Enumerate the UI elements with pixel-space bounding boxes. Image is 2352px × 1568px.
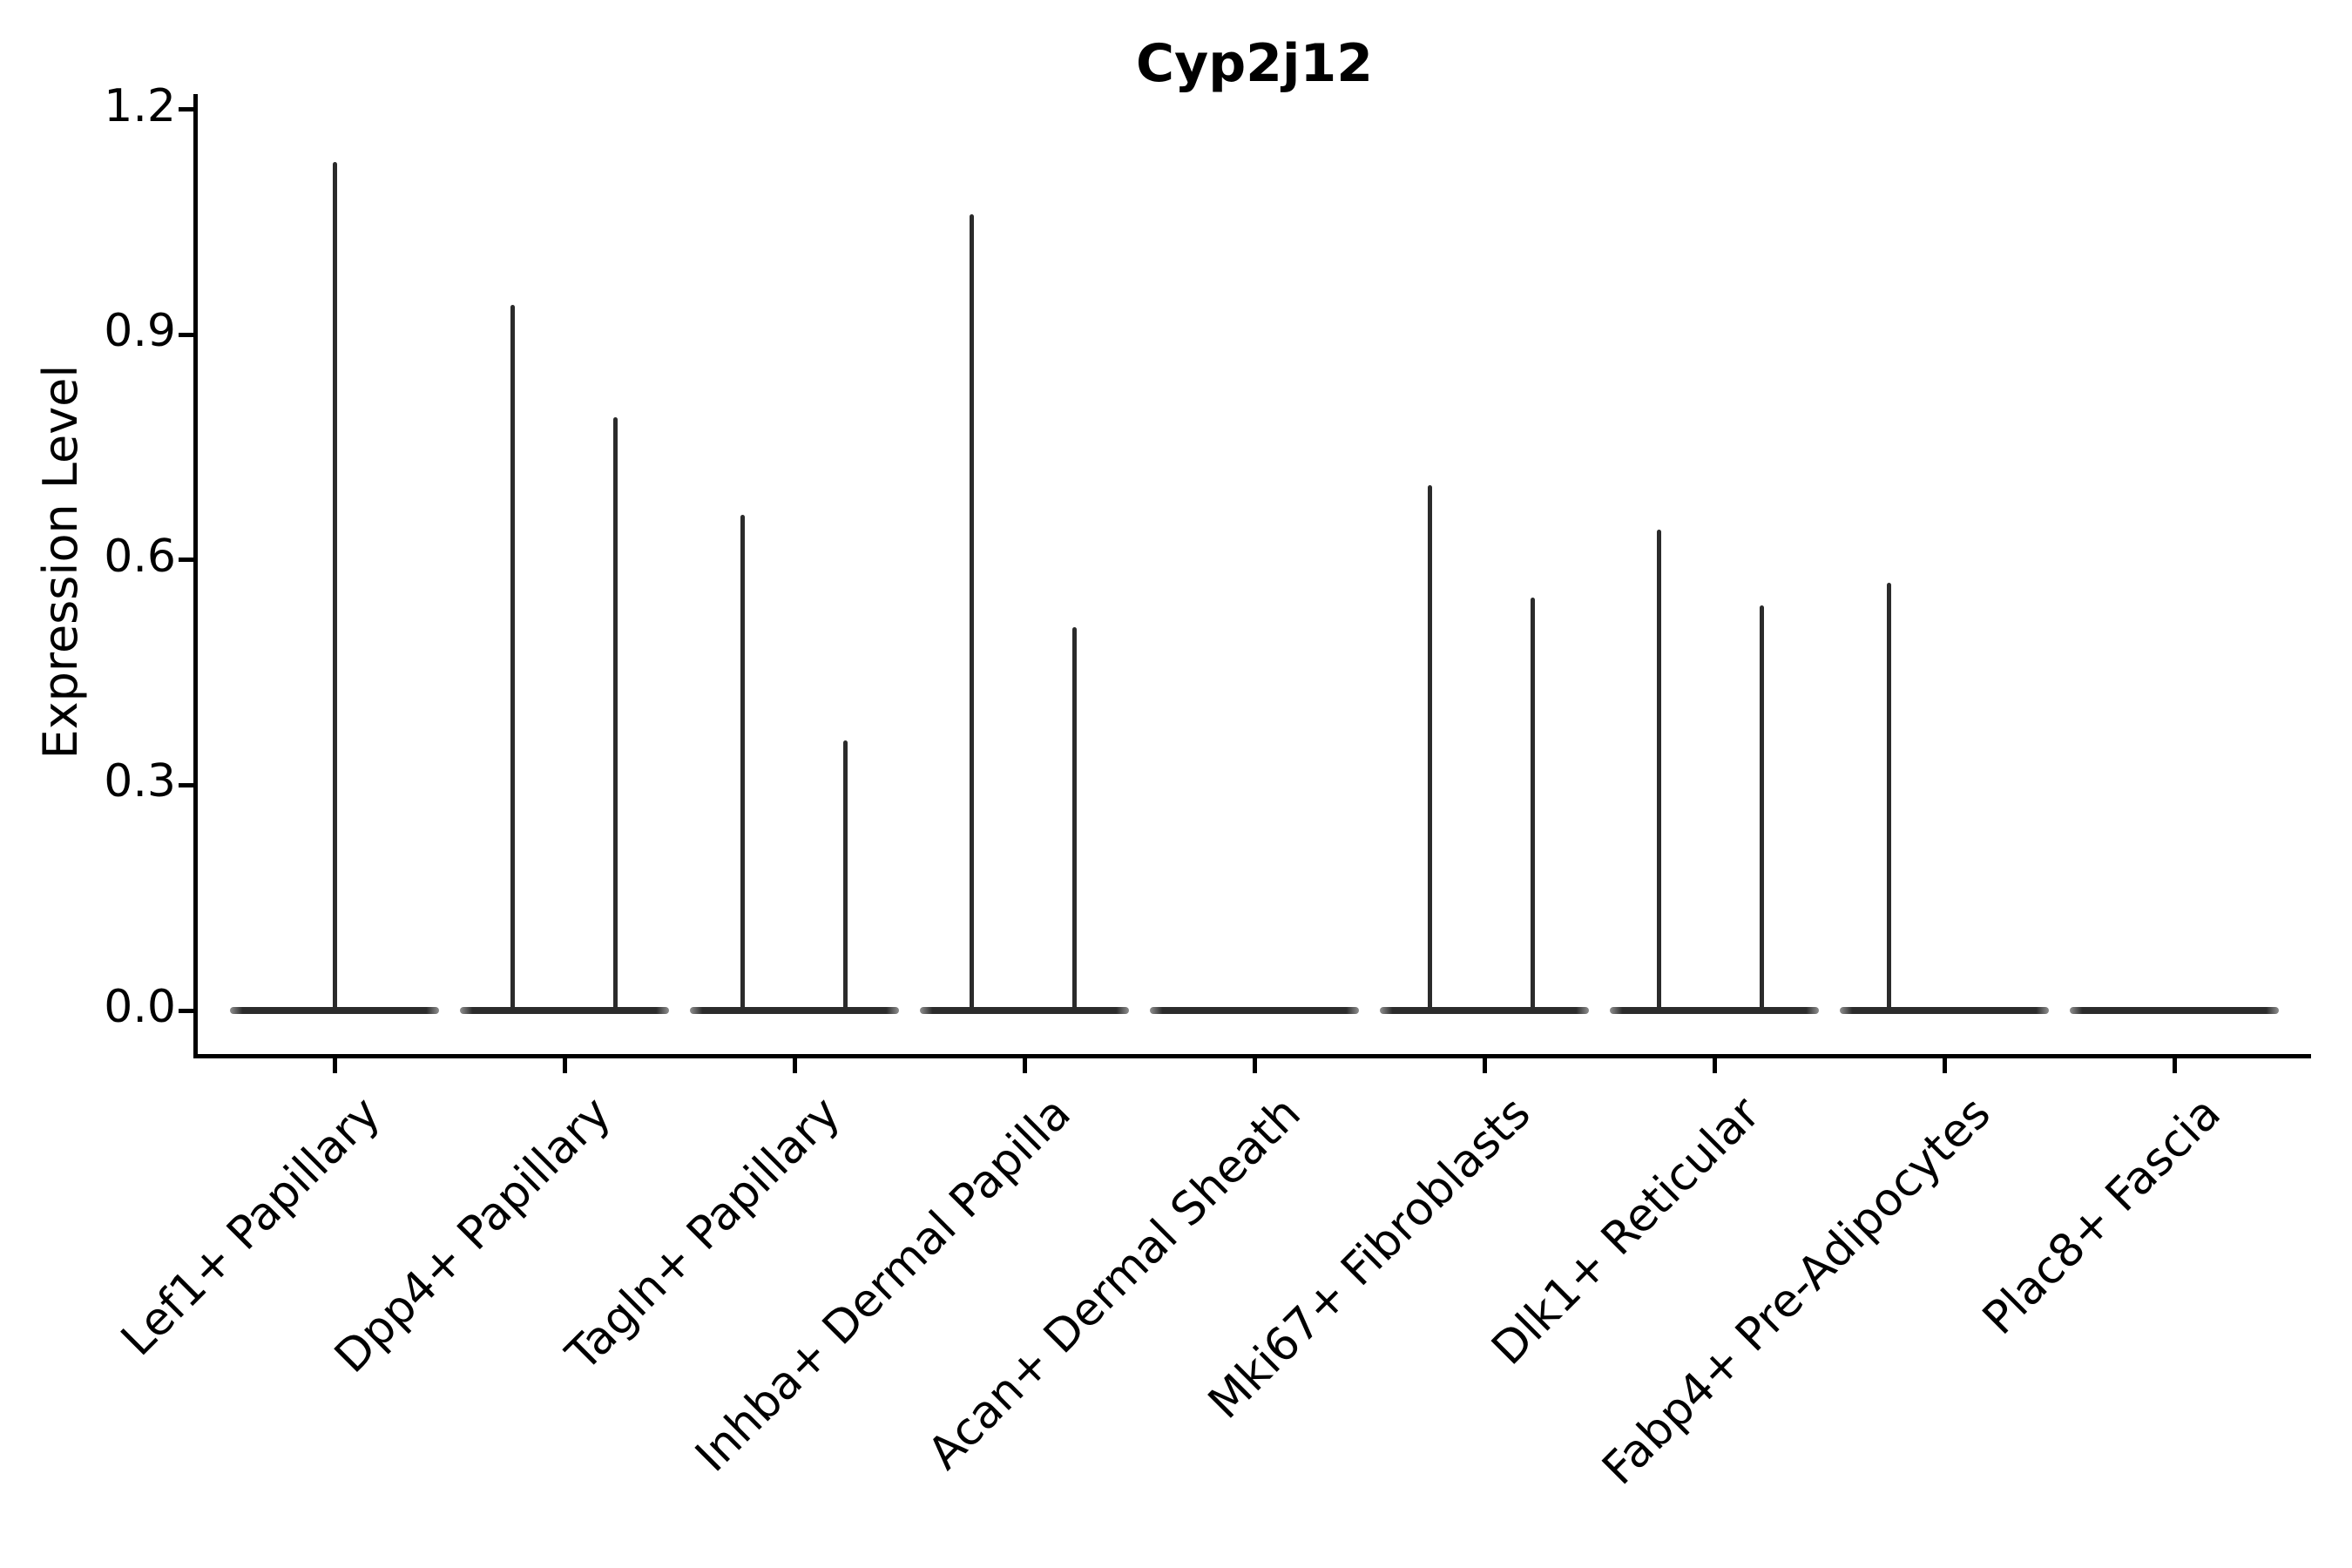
x-tick xyxy=(792,1058,797,1073)
violin-spike xyxy=(740,515,745,1010)
y-tick-label: 1.2 xyxy=(104,79,176,132)
x-category-label: Fabp4+ Pre-Adipocytes xyxy=(1592,1087,2001,1496)
x-tick xyxy=(332,1058,337,1073)
violin-spike xyxy=(842,740,848,1010)
violin-body xyxy=(460,1007,669,1014)
violin-spike xyxy=(510,304,515,1010)
y-tick-label: 0.6 xyxy=(104,530,176,583)
y-tick xyxy=(179,1008,193,1013)
y-tick xyxy=(179,782,193,787)
x-category-label: Acan+ Dermal Sheath xyxy=(917,1087,1311,1480)
violin-spike xyxy=(1071,627,1077,1010)
violin-body xyxy=(690,1007,899,1014)
violin-spike xyxy=(1759,605,1764,1010)
violin-body xyxy=(1840,1007,2049,1014)
violin-body xyxy=(1610,1007,1819,1014)
violin-body xyxy=(230,1007,439,1014)
x-tick xyxy=(2172,1058,2177,1073)
x-tick xyxy=(1252,1058,1257,1073)
x-category-label: Plac8+ Fascia xyxy=(1972,1087,2231,1345)
violin-spike xyxy=(969,214,974,1010)
violin-spike xyxy=(1427,484,1432,1010)
x-category-label: Inhba+ Dermal Papilla xyxy=(685,1087,1081,1483)
violin-spike xyxy=(1656,530,1661,1010)
violin-spike xyxy=(1886,582,1891,1010)
violin-body xyxy=(920,1007,1129,1014)
y-tick xyxy=(179,107,193,112)
violin-body xyxy=(1380,1007,1589,1014)
violin-spike xyxy=(1530,597,1535,1010)
x-tick xyxy=(1482,1058,1487,1073)
y-tick xyxy=(179,332,193,337)
x-tick xyxy=(1022,1058,1027,1073)
y-tick-label: 0.9 xyxy=(104,305,176,358)
x-axis-spine xyxy=(193,1054,2311,1058)
x-tick xyxy=(562,1058,567,1073)
violin-body xyxy=(2070,1007,2279,1014)
x-tick xyxy=(1712,1058,1717,1073)
y-tick xyxy=(179,558,193,563)
violin-spike xyxy=(612,417,618,1010)
violin-body xyxy=(1150,1007,1359,1014)
violin-spike xyxy=(332,161,337,1010)
chart-title: Cyp2j12 xyxy=(1136,33,1373,94)
x-tick xyxy=(1942,1058,1947,1073)
y-tick-label: 0.3 xyxy=(104,755,176,808)
y-axis-spine xyxy=(193,94,198,1058)
y-tick-label: 0.0 xyxy=(104,981,176,1033)
